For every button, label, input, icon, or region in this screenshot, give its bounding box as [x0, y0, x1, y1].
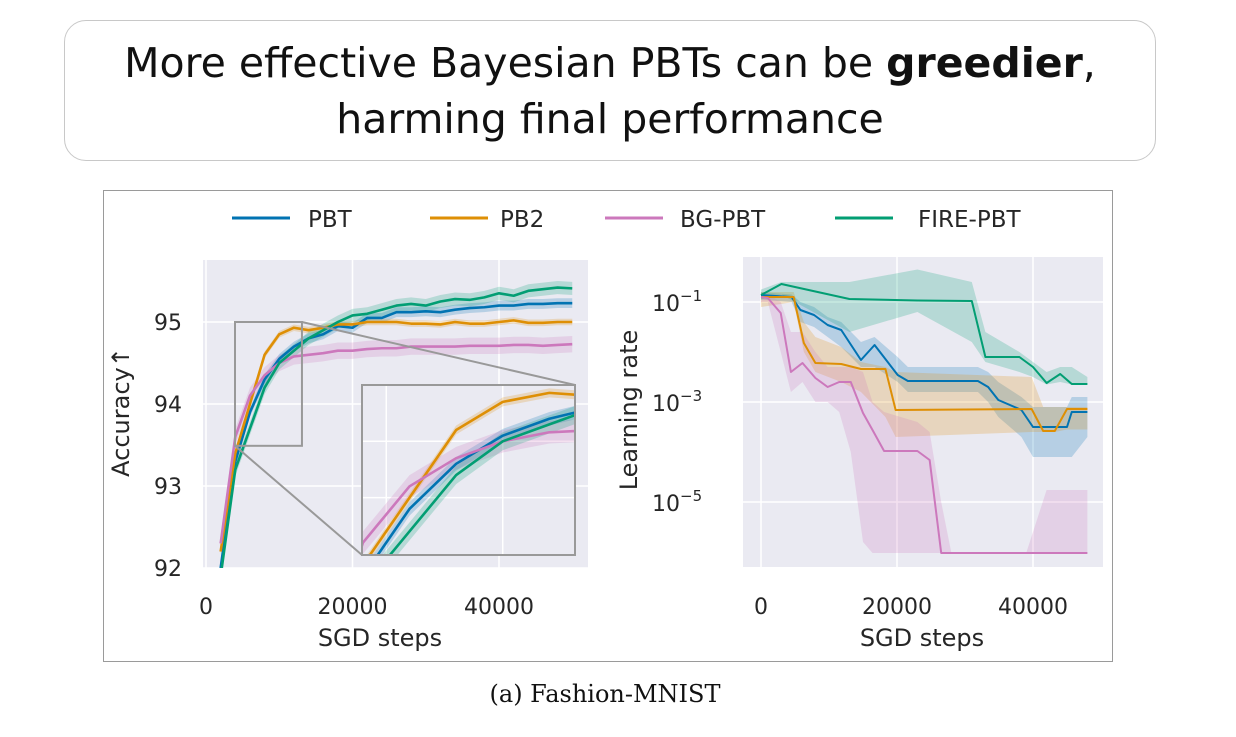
x-axis-label: SGD steps [860, 624, 984, 652]
legend-label-pbt: PBT [308, 207, 353, 233]
inset-plot [361, 384, 576, 556]
y-tick-label: 92 [154, 557, 182, 582]
figure-frame [103, 190, 1113, 662]
title-prefix: More effective Bayesian PBTs can be [124, 38, 887, 87]
title-line-1: More effective Bayesian PBTs can be gree… [124, 35, 1096, 91]
series-group [219, 281, 573, 568]
confidence-band-bg-pbt [761, 294, 1088, 553]
title-box: More effective Bayesian PBTs can be gree… [64, 20, 1156, 161]
series-line-bg-pbt [760, 296, 1088, 554]
confidence-band-pb2 [761, 292, 1088, 437]
y-tick-label: 95 [154, 311, 182, 336]
x-tick-label: 40000 [464, 595, 534, 620]
y-tick-label: 94 [154, 393, 182, 418]
zoom-region-box [234, 321, 303, 447]
x-tick-label: 40000 [998, 595, 1068, 620]
legend-label-fire-pbt: FIRE-PBT [918, 207, 1021, 233]
title-line-2: harming final performance [336, 94, 884, 143]
y-tick-label: 10−3 [652, 387, 702, 417]
inset-border [361, 384, 576, 556]
series-line-pbt [376, 411, 575, 555]
title-bold-word: greedier [886, 38, 1083, 87]
y-tick-label: 10−5 [652, 487, 702, 517]
series-line-fire-pbt [388, 413, 575, 555]
legend: PBT PB2 BG-PBT FIRE-PBT [232, 207, 1021, 233]
series-line-pb2 [368, 391, 575, 555]
x-tick-label: 20000 [318, 595, 388, 620]
series-line-pb2 [219, 319, 573, 552]
legend-label-bg-pbt: BG-PBT [680, 207, 766, 233]
series-line-pb2 [761, 296, 1088, 432]
figure-caption: (a) Fashion-MNIST [489, 680, 721, 708]
series-line-pbt [219, 301, 573, 568]
y-tick-label: 10−1 [652, 287, 702, 317]
accuracy-plot: 0 20000 40000 92 93 94 95 SGD steps Accuracy↑ [107, 260, 588, 652]
x-tick-label: 0 [199, 595, 213, 620]
plot-background [743, 257, 1103, 567]
x-tick-label: 20000 [862, 595, 932, 620]
y-axis-label: Learning rate [615, 330, 643, 491]
x-tick-label: 0 [754, 595, 768, 620]
learning-rate-plot: 0 20000 40000 10−1 10−3 10−5 SGD steps Learning… [615, 257, 1103, 652]
title-suffix: , [1082, 38, 1096, 87]
zoom-connector-line [234, 445, 363, 556]
zoom-connector-line [301, 321, 576, 386]
series-line-fire-pbt [760, 283, 1088, 385]
x-axis-label: SGD steps [318, 624, 442, 652]
y-axis-label: Accuracy↑ [107, 347, 135, 477]
legend-label-pb2: PB2 [500, 207, 544, 233]
confidence-band-pbt [373, 405, 575, 555]
series-group [362, 388, 575, 555]
series-line-fire-pbt [220, 286, 573, 568]
y-tick-label: 93 [154, 475, 182, 500]
series-line-pbt [760, 294, 1088, 428]
